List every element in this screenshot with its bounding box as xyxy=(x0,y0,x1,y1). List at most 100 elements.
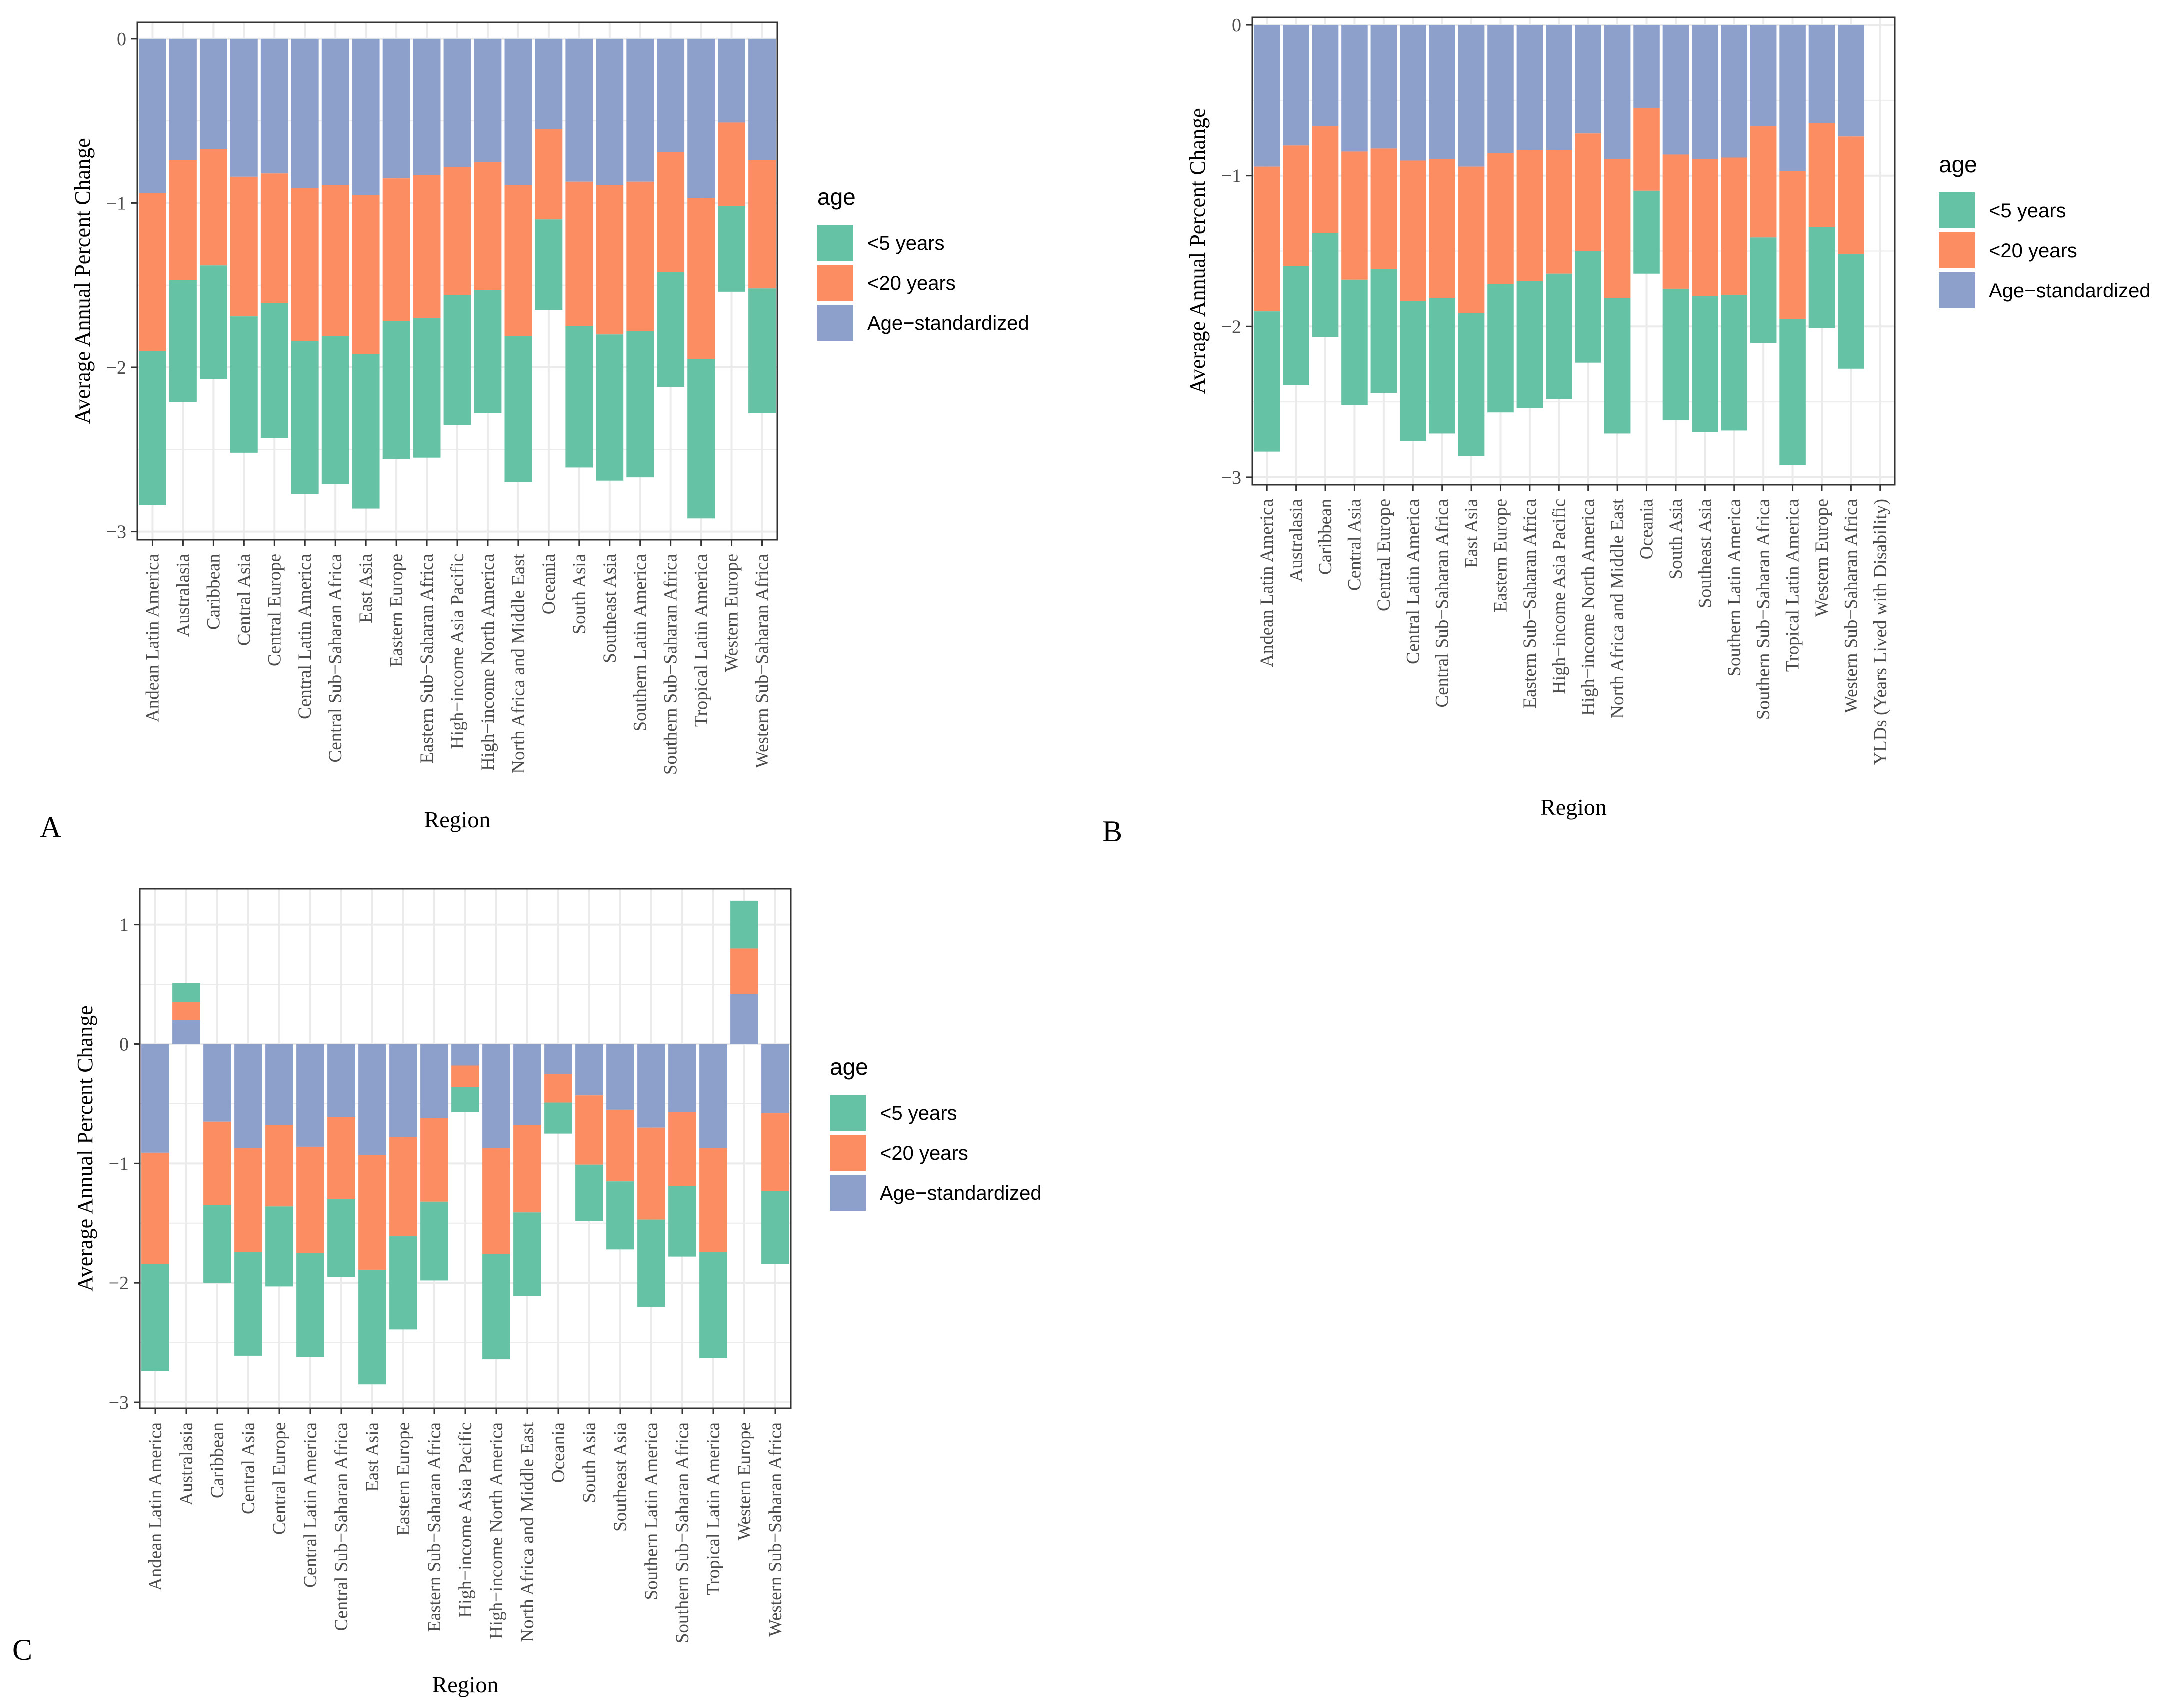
bar-5-years-21 xyxy=(762,1191,790,1264)
bar-5-years-2 xyxy=(170,280,197,402)
x-tick-label: Central Sub−Saharan Africa xyxy=(1432,499,1453,707)
bar-20-years-7 xyxy=(1429,159,1456,298)
y-tick-label: −3 xyxy=(1222,467,1242,488)
legend-swatch xyxy=(818,305,854,341)
x-tick-label: Andean Latin America xyxy=(1257,499,1278,667)
x-axis-title: Region xyxy=(432,1672,499,1697)
bar-5-years-9 xyxy=(1488,284,1514,413)
bar-20-years-6 xyxy=(291,188,319,341)
bar-5-years-16 xyxy=(606,1181,634,1250)
bar-age-standardized-1 xyxy=(1254,25,1280,167)
bar-5-years-17 xyxy=(1721,294,1748,431)
plot-frame xyxy=(1252,16,1896,486)
x-tick-label: Eastern Sub−Saharan Africa xyxy=(1520,499,1540,709)
bar-20-years-19 xyxy=(1780,171,1806,319)
bar-20-years-5 xyxy=(260,173,288,303)
bar-5-years-20 xyxy=(730,900,758,949)
bar-5-years-14 xyxy=(535,219,563,310)
bar-20-years-3 xyxy=(200,149,228,266)
bar-5-years-6 xyxy=(1400,301,1426,441)
bar-20-years-9 xyxy=(390,1137,418,1237)
legend-entry-label: <20 years xyxy=(880,1142,968,1164)
bar-20-years-16 xyxy=(596,185,624,335)
bar-20-years-18 xyxy=(668,1112,696,1186)
legend-entry-label: Age−standardized xyxy=(880,1182,1042,1204)
x-tick-label: Caribbean xyxy=(204,554,224,630)
x-tick-label: Western Europe xyxy=(734,1422,755,1540)
bar-age-standardized-14 xyxy=(544,1044,572,1074)
bar-age-standardized-19 xyxy=(688,38,716,198)
bar-5-years-15 xyxy=(566,326,594,468)
bar-20-years-8 xyxy=(352,195,380,354)
bar-age-standardized-17 xyxy=(1721,25,1748,158)
bar-age-standardized-3 xyxy=(200,38,228,149)
y-tick-label: −2 xyxy=(106,357,126,378)
x-tick-label: Eastern Europe xyxy=(386,554,407,667)
legend-swatch xyxy=(830,1135,866,1171)
bar-5-years-5 xyxy=(1370,269,1398,393)
bar-5-years-5 xyxy=(260,303,288,438)
bar-age-standardized-13 xyxy=(1604,25,1631,159)
x-tick-label: Eastern Sub−Saharan Africa xyxy=(424,1422,445,1632)
bar-age-standardized-3 xyxy=(1312,25,1339,126)
bar-5-years-8 xyxy=(1458,313,1485,456)
bar-20-years-15 xyxy=(566,181,594,326)
bar-age-standardized-2 xyxy=(1283,25,1310,146)
bar-5-years-20 xyxy=(1808,227,1836,328)
bar-age-standardized-4 xyxy=(234,1044,262,1148)
x-tick-label: Oceania xyxy=(1637,499,1658,559)
bar-20-years-13 xyxy=(514,1125,542,1213)
bar-age-standardized-8 xyxy=(352,38,380,195)
x-tick-label: High−income Asia Pacific xyxy=(1549,499,1570,694)
x-tick-label: Andean Latin America xyxy=(146,1422,166,1591)
bar-age-standardized-20 xyxy=(1808,25,1836,123)
bar-age-standardized-3 xyxy=(204,1044,232,1122)
bar-20-years-2 xyxy=(170,160,197,280)
bar-5-years-19 xyxy=(1780,319,1806,465)
bar-20-years-21 xyxy=(762,1113,790,1191)
bar-age-standardized-11 xyxy=(444,38,472,167)
bar-5-years-1 xyxy=(139,351,166,505)
bar-5-years-15 xyxy=(576,1164,604,1221)
bar-20-years-4 xyxy=(230,176,258,317)
bar-age-standardized-14 xyxy=(1634,25,1660,108)
y-tick-label: −1 xyxy=(109,1153,129,1174)
legend: age <5 years <20 years Age−standardized xyxy=(830,1054,1042,1211)
bar-20-years-2 xyxy=(1283,145,1310,266)
bar-age-standardized-10 xyxy=(1516,25,1544,150)
panel-label: A xyxy=(40,811,62,844)
x-tick-label: East Asia xyxy=(362,1422,383,1492)
bar-age-standardized-9 xyxy=(382,38,410,179)
x-tick-label: Central Europe xyxy=(264,554,285,666)
y-tick-label: −1 xyxy=(1222,166,1242,187)
bar-20-years-21 xyxy=(1838,136,1864,254)
x-tick-label: North Africa and Middle East xyxy=(508,553,529,773)
bar-20-years-4 xyxy=(1342,151,1368,280)
x-tick-label: South Asia xyxy=(570,554,590,634)
bar-20-years-20 xyxy=(718,122,746,206)
bar-20-years-11 xyxy=(444,167,472,295)
bar-5-years-16 xyxy=(596,334,624,481)
x-tick-label: Eastern Europe xyxy=(1490,499,1511,612)
bar-5-years-10 xyxy=(420,1201,448,1281)
bar-20-years-6 xyxy=(1400,160,1426,301)
bar-age-standardized-21 xyxy=(762,1044,790,1114)
x-axis-title: Region xyxy=(424,807,491,832)
bar-20-years-17 xyxy=(626,181,654,331)
bar-5-years-2 xyxy=(172,983,200,1002)
bar-5-years-1 xyxy=(142,1263,170,1371)
x-tick-label: Tropical Latin America xyxy=(704,1422,724,1595)
y-tick-label: 1 xyxy=(120,915,129,936)
legend-swatch xyxy=(818,265,854,301)
legend-entry-label: Age−standardized xyxy=(1989,280,2151,302)
bar-20-years-10 xyxy=(413,175,441,318)
bar-5-years-19 xyxy=(688,359,716,519)
bar-5-years-18 xyxy=(668,1186,696,1257)
bar-20-years-11 xyxy=(452,1065,480,1087)
bar-5-years-13 xyxy=(1604,298,1631,434)
x-tick-label: Tropical Latin America xyxy=(1783,499,1804,672)
bar-5-years-13 xyxy=(504,336,532,482)
legend-swatch xyxy=(1939,272,1975,308)
bar-20-years-1 xyxy=(139,193,166,351)
